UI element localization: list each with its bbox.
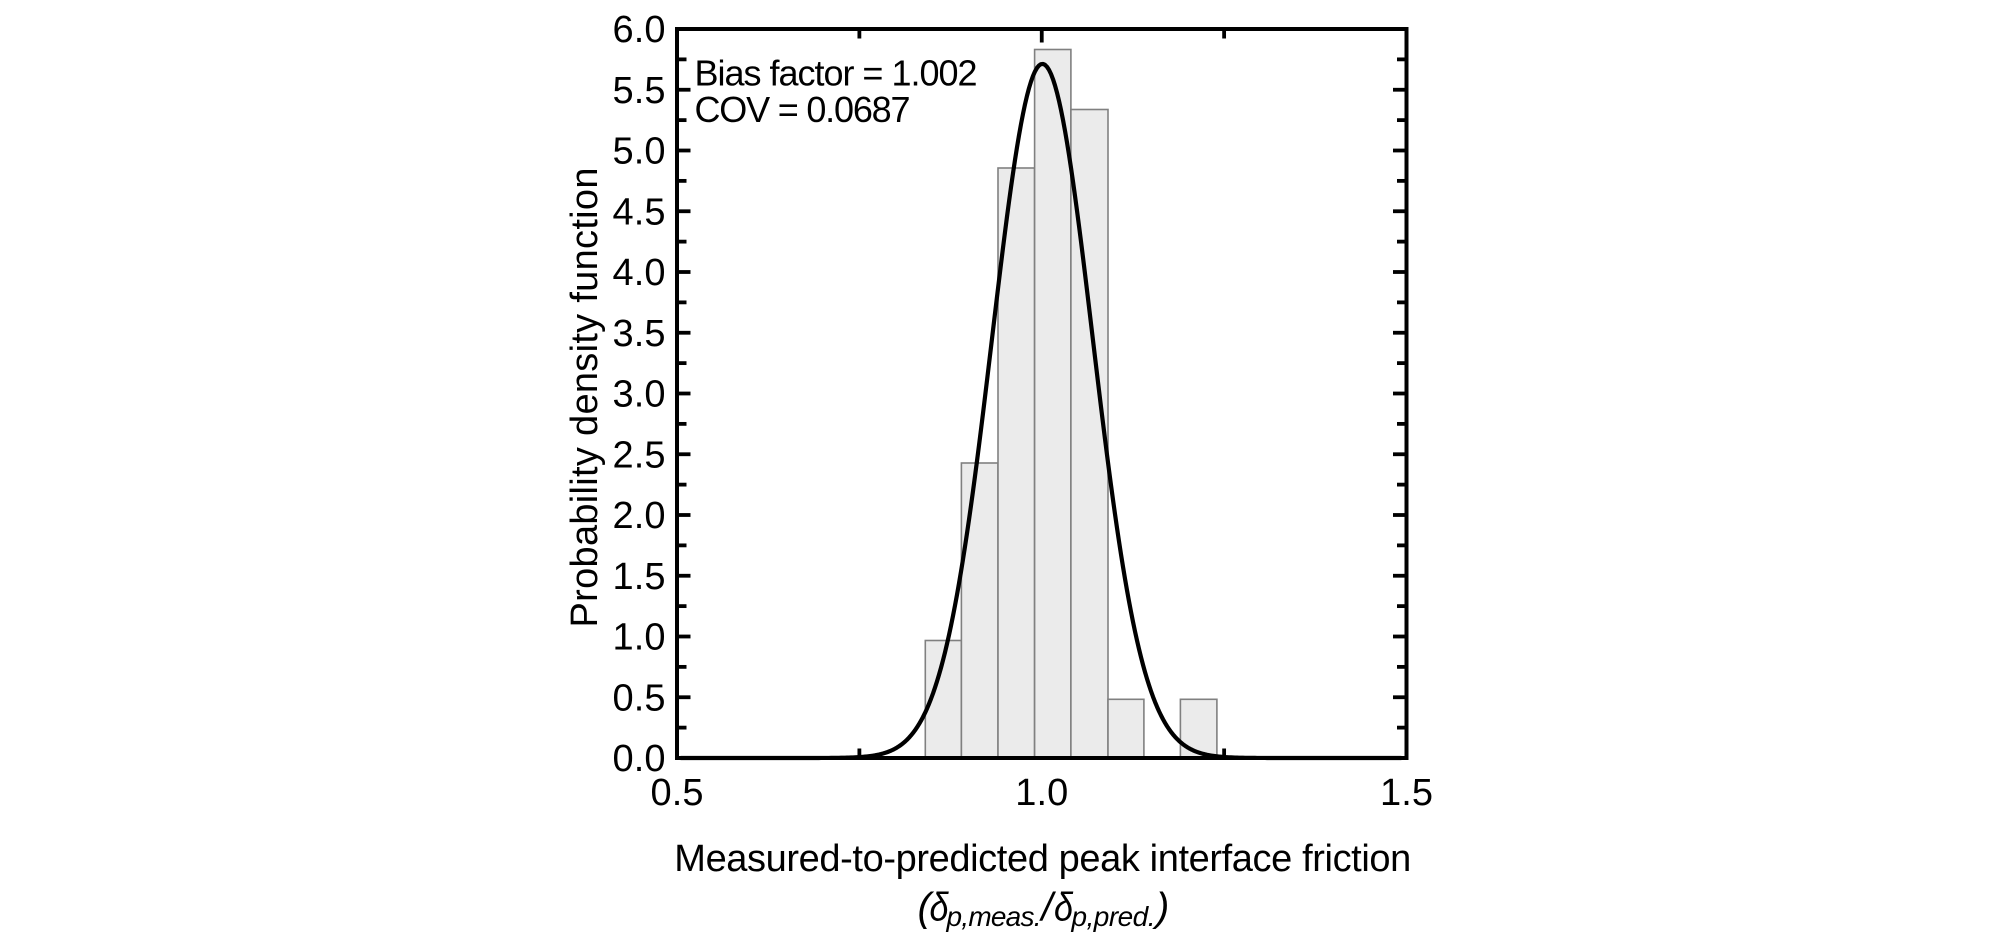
svg-text:1.5: 1.5: [1380, 772, 1433, 814]
svg-text:): ): [1152, 886, 1169, 930]
svg-text:p,pred.: p,pred.: [1071, 901, 1156, 932]
svg-text:COV = 0.0687: COV = 0.0687: [695, 89, 911, 130]
svg-text:(: (: [918, 886, 935, 930]
svg-text:4.5: 4.5: [613, 191, 666, 233]
svg-text:1.0: 1.0: [613, 617, 666, 659]
svg-text:1.0: 1.0: [1015, 772, 1068, 814]
svg-text:4.0: 4.0: [613, 252, 666, 294]
svg-text:p,meas.: p,meas.: [946, 901, 1042, 932]
svg-text:2.0: 2.0: [613, 495, 666, 537]
svg-text:δ: δ: [930, 886, 950, 930]
svg-text:/: /: [1039, 886, 1057, 930]
svg-text:Probability density function: Probability density function: [564, 168, 606, 628]
svg-text:0.0: 0.0: [613, 738, 666, 780]
svg-text:3.0: 3.0: [613, 374, 666, 416]
svg-text:0.5: 0.5: [651, 772, 704, 814]
svg-text:3.5: 3.5: [613, 313, 666, 355]
svg-text:1.5: 1.5: [613, 556, 666, 598]
svg-text:6.0: 6.0: [613, 9, 666, 51]
svg-text:5.5: 5.5: [613, 70, 666, 112]
svg-text:Bias factor = 1.002: Bias factor = 1.002: [695, 53, 978, 94]
svg-text:Measured-to-predicted peak int: Measured-to-predicted peak interface fri…: [674, 838, 1411, 880]
svg-text:5.0: 5.0: [613, 131, 666, 173]
svg-text:δ: δ: [1054, 886, 1074, 930]
svg-text:2.5: 2.5: [613, 434, 666, 476]
svg-text:0.5: 0.5: [613, 677, 666, 719]
